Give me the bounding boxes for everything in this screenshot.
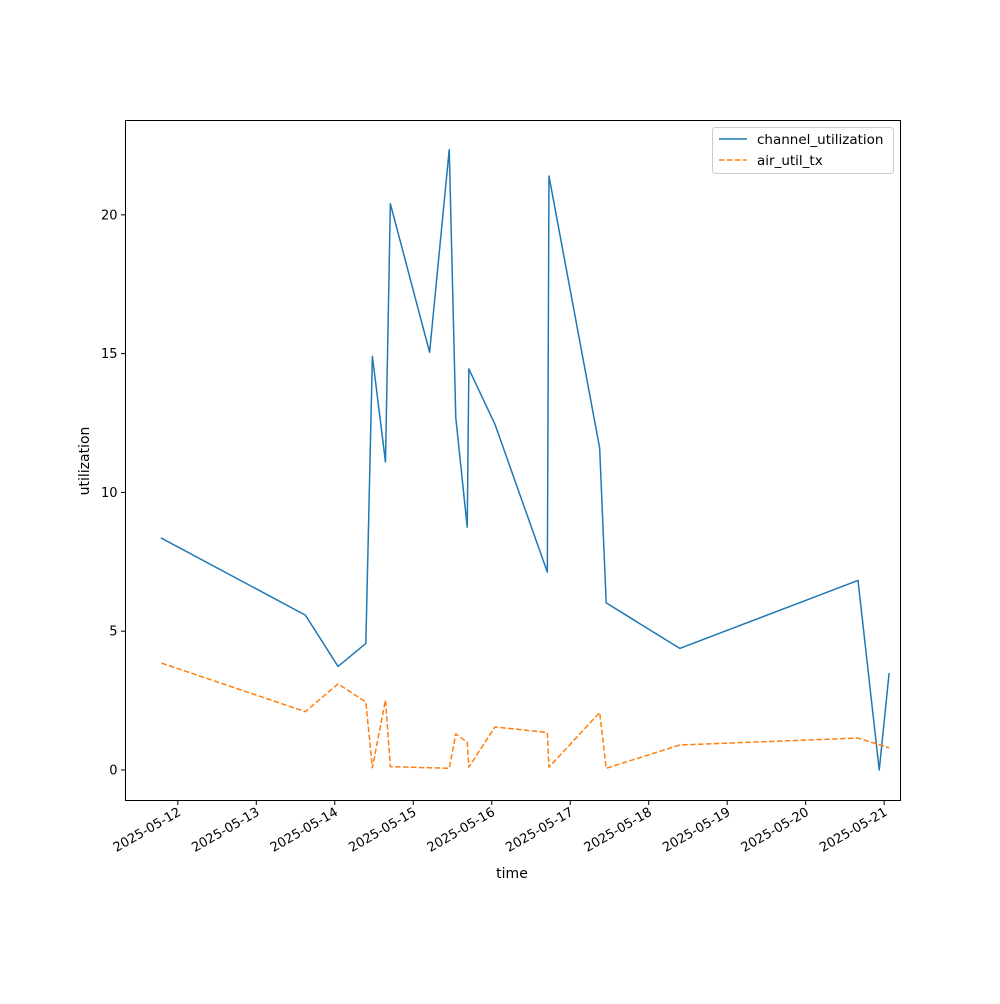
legend: channel_utilization air_util_tx — [712, 127, 894, 174]
x-tick-label-2025-05-19: 2025-05-19 — [660, 805, 733, 856]
series-layer — [160, 148, 890, 771]
x-tick-label-2025-05-13: 2025-05-13 — [189, 805, 262, 856]
y-tick-label-15: 15 — [101, 347, 118, 362]
series-line-air-util-tx — [161, 662, 890, 770]
y-tick-label-10: 10 — [101, 486, 118, 501]
x-axis-label: time — [496, 866, 528, 882]
x-tick-label-2025-05-20: 2025-05-20 — [739, 805, 812, 856]
series-line-channel-utilization — [160, 148, 890, 771]
y-axis-label: utilization — [77, 427, 93, 496]
x-tick-label-2025-05-12: 2025-05-12 — [111, 805, 184, 856]
x-tick-label-2025-05-17: 2025-05-17 — [503, 805, 576, 856]
legend-label-air-util-tx: air_util_tx — [757, 153, 823, 169]
x-tick-label-2025-05-16: 2025-05-16 — [425, 805, 498, 856]
x-axis: 2025-05-12 2025-05-13 2025-05-14 2025-05-15… — [111, 800, 890, 856]
y-axis: 0 5 10 15 20 — [101, 208, 126, 778]
x-tick-label-2025-05-18: 2025-05-18 — [582, 805, 655, 856]
plot-area-frame — [125, 120, 901, 801]
y-tick-label-5: 5 — [109, 625, 117, 640]
legend-box — [712, 127, 894, 174]
x-tick-label-2025-05-14: 2025-05-14 — [268, 805, 341, 856]
y-tick-label-20: 20 — [101, 208, 118, 223]
y-tick-label-0: 0 — [109, 763, 117, 778]
legend-label-channel-utilization: channel_utilization — [757, 132, 884, 148]
x-tick-label-2025-05-21: 2025-05-21 — [817, 805, 890, 856]
x-tick-label-2025-05-15: 2025-05-15 — [346, 805, 419, 856]
